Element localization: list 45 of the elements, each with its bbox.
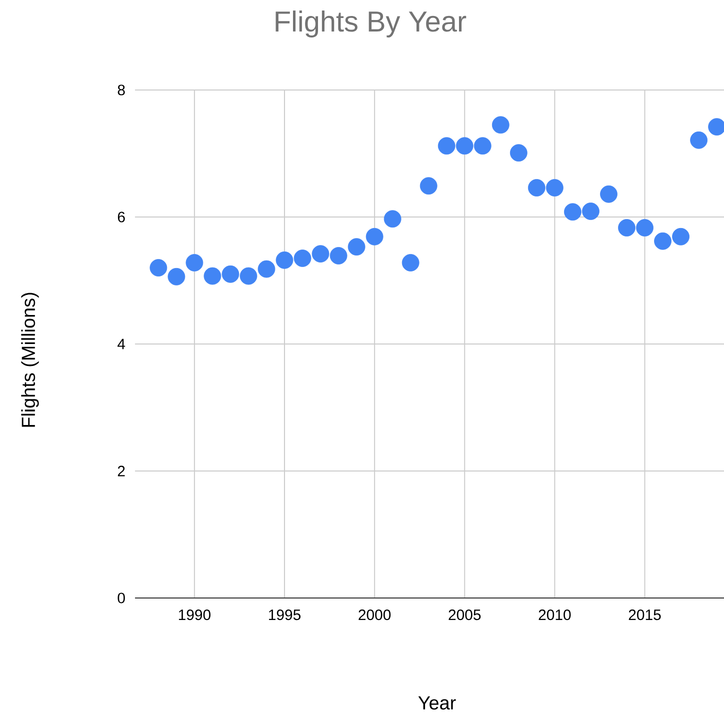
y-tick-label: 8 [118,84,125,96]
x-tick-label: 2010 [538,610,571,620]
point [492,116,510,134]
point [420,177,438,195]
point [294,250,312,267]
point [474,137,492,155]
point [546,179,564,196]
point [582,202,600,220]
point [564,203,582,221]
point [456,137,474,155]
point [618,219,636,236]
y-tick-label: 4 [118,338,126,350]
point [366,228,384,246]
y-tick-label: 2 [118,466,125,476]
point [240,267,258,285]
point [384,210,402,228]
point [672,228,690,246]
x-tick-label: 2005 [448,610,481,620]
point [312,245,330,263]
y-axis-title: Flights (Millions) [21,292,39,427]
point [222,265,240,283]
point [438,137,456,155]
point [348,238,366,256]
y-tick-label: 0 [118,592,125,604]
point [654,232,672,250]
x-tick-label: 2000 [358,610,391,620]
point [276,251,294,269]
x-tick-label: 2015 [628,610,661,620]
chart-title: Flights By Year [276,10,466,38]
point [168,268,186,286]
x-tick-label: 1990 [178,610,210,620]
x-tick-label: 1995 [269,610,300,620]
point [150,259,168,276]
point [690,131,708,149]
point [510,144,528,162]
point [528,179,546,196]
point [636,219,654,236]
point [402,254,420,272]
point [258,260,276,278]
x-axis-title: Year [418,696,456,710]
point [186,254,204,272]
y-tick-label: 6 [118,212,125,222]
point [204,267,222,285]
point [330,247,348,264]
point [600,185,618,203]
